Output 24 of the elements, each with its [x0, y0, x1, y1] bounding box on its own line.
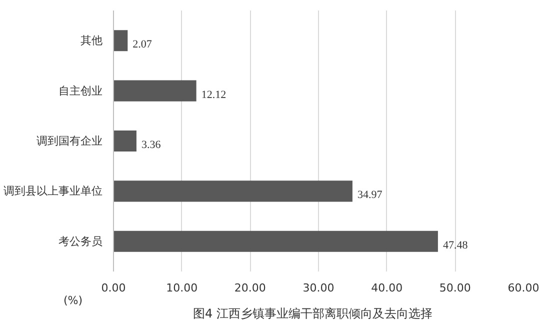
- bar: [114, 80, 196, 102]
- y-tick-label: 其他: [80, 34, 102, 48]
- bar: [114, 30, 128, 52]
- y-tick-label: 自主创业: [58, 84, 102, 98]
- x-tick-label: 50.00: [439, 282, 471, 294]
- bar: [114, 180, 352, 202]
- x-tick-label: 20.00: [234, 282, 266, 294]
- data-label: 12.12: [201, 88, 226, 101]
- x-axis-title: (%): [64, 294, 83, 307]
- x-tick-label: 30.00: [302, 282, 334, 294]
- data-label: 3.36: [141, 139, 162, 151]
- bar: [114, 130, 136, 152]
- y-tick-label: 考公务员: [58, 234, 102, 248]
- bar: [114, 230, 438, 252]
- x-tick-label: 0.00: [101, 282, 126, 294]
- data-label: 34.97: [357, 189, 383, 202]
- y-tick-label: 调到国有企业: [36, 134, 102, 148]
- y-tick-label: 调到县以上事业单位: [4, 184, 102, 198]
- x-tick-label: 40.00: [371, 282, 403, 294]
- data-label: 2.07: [132, 38, 152, 51]
- data-label: 47.48: [442, 239, 468, 252]
- x-tick-label: 60.00: [508, 282, 540, 294]
- caption: 图4 江西乡镇事业编干部离职倾向及去向选择: [193, 306, 433, 320]
- x-tick-label: 10.00: [166, 282, 198, 294]
